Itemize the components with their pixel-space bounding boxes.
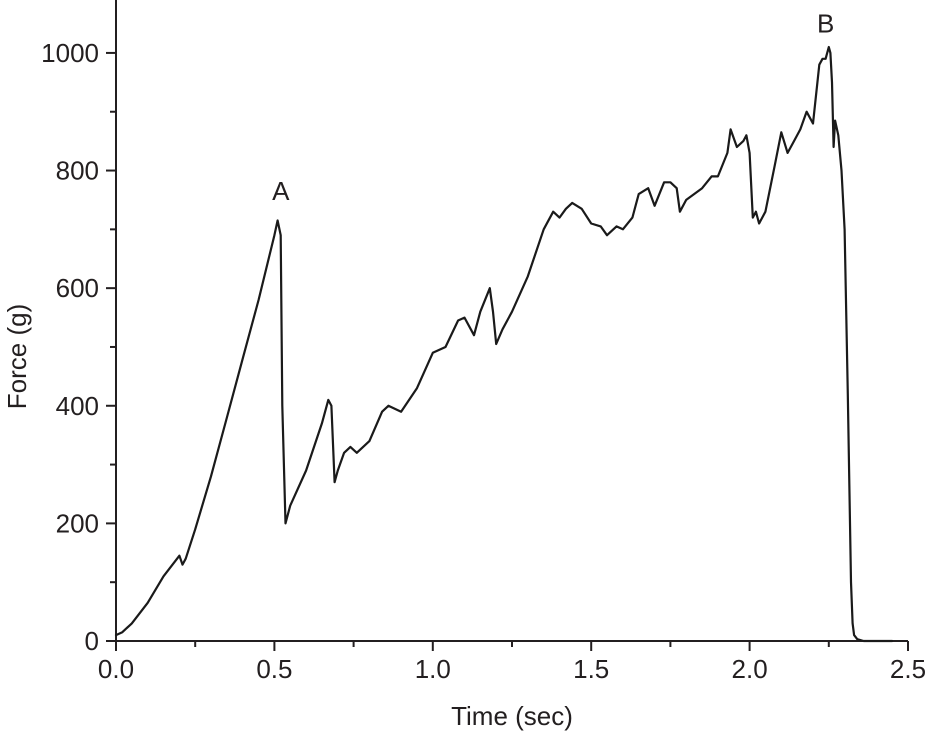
axes (115, 0, 908, 642)
x-tick-label: 2.5 (890, 654, 926, 684)
x-tick-label: 0.5 (256, 654, 292, 684)
x-axis-title: Time (sec) (451, 701, 573, 731)
annotations: AB (272, 8, 834, 206)
y-tick-label: 400 (56, 391, 99, 421)
y-axis-title: Force (g) (2, 304, 32, 409)
x-tick-label: 1.0 (415, 654, 451, 684)
y-tick-label: 0 (85, 626, 99, 656)
x-tick-label: 2.0 (732, 654, 768, 684)
annotation-a: A (272, 176, 290, 206)
annotation-b: B (817, 8, 834, 38)
y-tick-label: 600 (56, 273, 99, 303)
y-tick-label: 1000 (41, 38, 99, 68)
y-ticks: 0 200 400 600 800 1000 (41, 38, 116, 656)
x-ticks: 0.0 0.5 1.0 1.5 2.0 2.5 (98, 641, 926, 684)
x-tick-label: 0.0 (98, 654, 134, 684)
force-series-line (114, 45, 894, 643)
y-tick-label: 800 (56, 156, 99, 186)
x-tick-label: 1.5 (573, 654, 609, 684)
y-tick-label: 200 (56, 508, 99, 538)
